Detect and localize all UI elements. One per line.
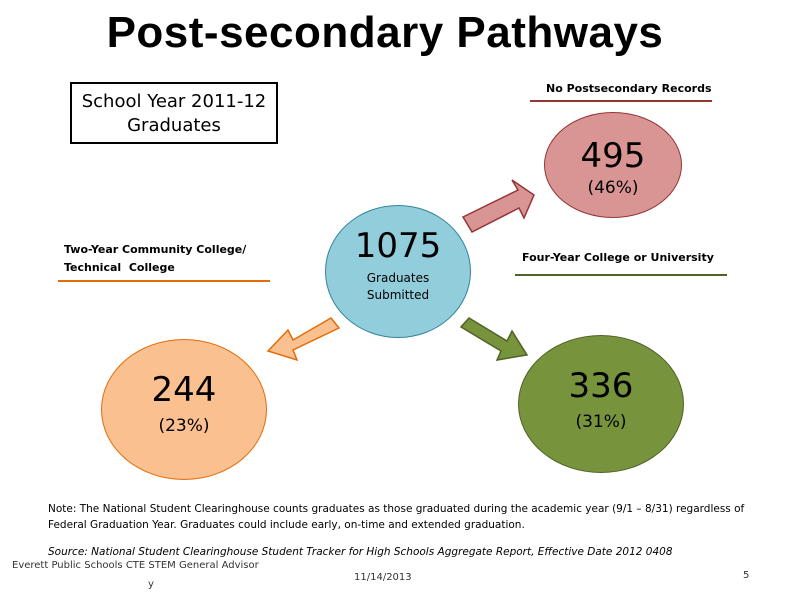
footer-org-line2: y bbox=[148, 579, 154, 590]
page-number: 5 bbox=[743, 570, 750, 581]
footer-date: 11/14/2013 bbox=[354, 572, 412, 583]
no-records-circle: 495 (46%) bbox=[544, 112, 682, 218]
center-circle: 1075 Graduates Submitted bbox=[325, 205, 471, 338]
source-text: Source: National Student Clearinghouse S… bbox=[48, 546, 673, 558]
four-year-label: Four-Year College or University bbox=[522, 251, 714, 264]
no-records-rule bbox=[530, 100, 712, 102]
note-text: Note: The National Student Clearinghouse… bbox=[48, 503, 745, 531]
arrow-to-four-year bbox=[459, 317, 529, 361]
footer-org: Everett Public Schools CTE STEM General … bbox=[12, 560, 259, 590]
two-year-circle: 244 (23%) bbox=[101, 339, 267, 480]
two-year-value: 244 bbox=[151, 370, 217, 410]
graduates-line: Graduates bbox=[127, 115, 221, 136]
no-records-label: No Postsecondary Records bbox=[546, 82, 712, 95]
four-year-value: 336 bbox=[568, 366, 634, 406]
school-year-box: School Year 2011-12 Graduates bbox=[70, 82, 278, 144]
arrow-to-two-year bbox=[266, 317, 341, 362]
two-year-rule bbox=[58, 280, 270, 282]
no-records-percent: (46%) bbox=[587, 178, 639, 198]
no-records-value: 495 bbox=[580, 136, 646, 176]
school-year-line: School Year 2011-12 bbox=[81, 91, 267, 112]
arrow-to-no-records bbox=[461, 179, 535, 233]
four-year-percent: (31%) bbox=[575, 412, 627, 432]
page-title: Post-secondary Pathways bbox=[106, 8, 664, 57]
total-graduates-value: 1075 bbox=[354, 226, 442, 266]
four-year-circle: 336 (31%) bbox=[518, 335, 684, 473]
center-label-line1: Graduates bbox=[366, 271, 430, 285]
two-year-label: Two-Year Community College/ Technical Co… bbox=[64, 241, 246, 277]
footer-org-line1: Everett Public Schools CTE STEM General … bbox=[12, 560, 259, 571]
two-year-label-line1: Two-Year Community College/ bbox=[64, 243, 247, 256]
center-label-line2: Submitted bbox=[366, 288, 430, 302]
two-year-label-line2: Technical College bbox=[64, 261, 175, 274]
four-year-rule bbox=[515, 274, 727, 276]
two-year-percent: (23%) bbox=[158, 416, 210, 436]
